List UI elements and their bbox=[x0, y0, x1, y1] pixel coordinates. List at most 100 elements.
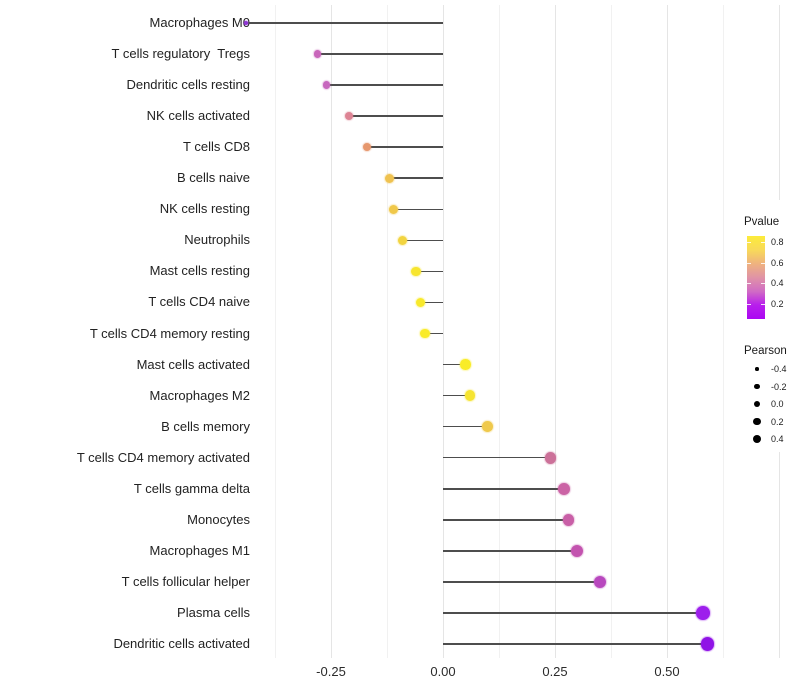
y-axis-label: T cells CD4 memory resting bbox=[89, 325, 250, 341]
lollipop-dot bbox=[313, 50, 322, 58]
gridline-major bbox=[555, 5, 556, 658]
lollipop-dot bbox=[420, 328, 430, 339]
y-axis-label: Macrophages M2 bbox=[149, 387, 250, 403]
y-axis-label: NK cells activated bbox=[146, 108, 250, 124]
gridline-major bbox=[443, 5, 444, 658]
pearson-legend-label: -0.2 bbox=[771, 381, 787, 392]
lollipop-stem bbox=[443, 581, 600, 583]
x-tick-label: 0.50 bbox=[654, 664, 680, 679]
lollipop-dot bbox=[384, 173, 394, 183]
pearson-legend-title: Pearson bbox=[744, 345, 787, 357]
y-axis-label: T cells gamma delta bbox=[133, 480, 250, 496]
y-axis-label: T cells CD4 naive bbox=[148, 294, 250, 310]
gridline-minor bbox=[499, 5, 500, 658]
colorbar-tick bbox=[761, 282, 765, 284]
y-axis-label: T cells follicular helper bbox=[121, 573, 250, 589]
colorbar-tick bbox=[747, 304, 751, 306]
legend: Pvalue 0.8 0.6 0.4 0.2 Pearson -0.4 -0.2 0.0 0… bbox=[734, 200, 800, 452]
y-axis-label: Dendritic cells activated bbox=[113, 636, 250, 651]
lollipop-dot bbox=[593, 575, 606, 589]
lollipop-dot bbox=[464, 390, 476, 401]
pearson-legend-dot bbox=[755, 367, 759, 371]
x-tick-label: 0.00 bbox=[430, 664, 456, 679]
y-axis-label: Macrophages M0 bbox=[149, 15, 250, 30]
y-axis-label: Macrophages M1 bbox=[149, 542, 250, 558]
lollipop-stem bbox=[443, 425, 488, 428]
lollipop-stem bbox=[416, 270, 443, 273]
lollipop-dot bbox=[562, 513, 575, 526]
pearson-legend-dot bbox=[752, 434, 762, 444]
lollipop-dot bbox=[544, 451, 557, 464]
colorbar-tick bbox=[747, 262, 751, 264]
lollipop-dot bbox=[243, 20, 249, 26]
lollipop-dot bbox=[389, 204, 399, 214]
lollipop-dot bbox=[362, 142, 372, 152]
y-axis-label: T cells regulatory Tregs bbox=[111, 46, 250, 62]
lollipop-stem bbox=[326, 84, 443, 86]
lollipop-stem bbox=[443, 550, 578, 552]
gridline-minor bbox=[387, 5, 388, 658]
lollipop-dot bbox=[322, 81, 331, 89]
lollipop-dot bbox=[344, 112, 353, 121]
gridline-minor bbox=[723, 5, 724, 658]
pvalue-colorbar bbox=[747, 236, 765, 319]
colorbar-tick bbox=[747, 241, 751, 243]
lollipop-stem bbox=[443, 363, 466, 366]
y-axis-label: B cells memory bbox=[161, 418, 250, 434]
lollipop-dot bbox=[482, 421, 494, 432]
x-tick-label: 0.25 bbox=[542, 664, 568, 679]
gridline-minor bbox=[275, 5, 276, 658]
lollipop-stem bbox=[393, 208, 443, 211]
lollipop-stem bbox=[443, 456, 551, 459]
y-axis-label: Dendritic cells resting bbox=[126, 77, 250, 93]
colorbar-tick bbox=[747, 282, 751, 284]
y-axis-label: Monocytes bbox=[187, 511, 250, 527]
y-axis-label: Mast cells resting bbox=[149, 263, 250, 279]
pvalue-tick-label: 0.4 bbox=[771, 277, 784, 288]
pearson-legend-label: 0.4 bbox=[771, 434, 784, 444]
y-axis-label: B cells naive bbox=[177, 170, 250, 186]
lollipop-stem bbox=[425, 332, 443, 335]
lollipop-dot bbox=[411, 266, 421, 277]
lollipop-stem bbox=[443, 394, 470, 397]
lollipop-stem bbox=[402, 239, 443, 242]
colorbar-tick bbox=[761, 241, 765, 243]
pvalue-tick-label: 0.2 bbox=[771, 299, 784, 310]
gridline-minor bbox=[611, 5, 612, 658]
colorbar-tick bbox=[761, 262, 765, 264]
lollipop-dot bbox=[558, 482, 570, 495]
lollipop-stem bbox=[443, 487, 564, 490]
pvalue-tick-label: 0.8 bbox=[771, 236, 784, 247]
lollipop-stem bbox=[348, 115, 443, 117]
lollipop-dot bbox=[415, 297, 426, 308]
pearson-legend-label: -0.4 bbox=[771, 364, 787, 374]
y-axis-label: T cells CD4 memory activated bbox=[76, 449, 250, 465]
y-axis-label: NK cells resting bbox=[159, 201, 250, 217]
colorbar-tick bbox=[761, 304, 765, 306]
lollipop-stem bbox=[420, 301, 443, 304]
x-tick-label: -0.25 bbox=[316, 664, 346, 679]
lollipop-stem bbox=[443, 519, 569, 521]
plot-panel bbox=[243, 5, 793, 658]
lollipop-dot bbox=[460, 359, 471, 370]
y-axis-label: T cells CD8 bbox=[183, 139, 250, 155]
gridline-major bbox=[331, 5, 332, 658]
lollipop-dot bbox=[696, 606, 710, 620]
lollipop-stem bbox=[317, 53, 443, 55]
lollipop-dot bbox=[398, 235, 408, 245]
pearson-legend-dot bbox=[753, 417, 761, 426]
lollipop-dot bbox=[700, 637, 715, 651]
lollipop-stem bbox=[245, 22, 443, 24]
pvalue-legend-title: Pvalue bbox=[744, 216, 780, 228]
pearson-legend-dot bbox=[753, 400, 761, 408]
lollipop-stem bbox=[389, 177, 443, 180]
y-axis-label: Mast cells activated bbox=[136, 356, 250, 372]
pearson-legend-label: 0.0 bbox=[771, 399, 784, 409]
pearson-legend-dot bbox=[754, 383, 760, 390]
gridline-major bbox=[667, 5, 668, 658]
lollipop-stem bbox=[366, 146, 443, 148]
pearson-legend-label: 0.2 bbox=[771, 416, 784, 427]
y-axis-label: Neutrophils bbox=[184, 232, 250, 248]
y-axis-label: Plasma cells bbox=[177, 604, 250, 620]
